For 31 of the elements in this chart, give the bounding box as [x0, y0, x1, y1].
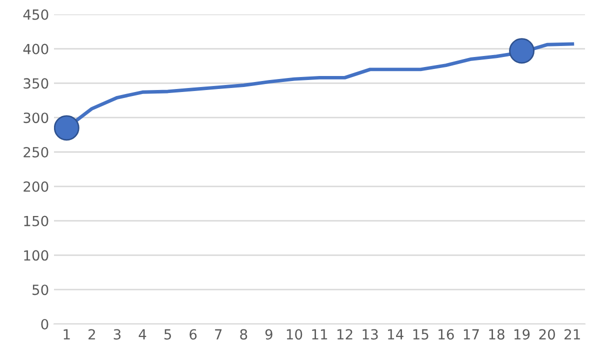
x-tick-label: 2 — [88, 329, 95, 340]
x-tick-label: 15 — [413, 329, 428, 340]
x-tick-label: 1 — [64, 329, 70, 340]
x-tick-label: 19 — [514, 329, 530, 340]
x-tick-label: 4 — [138, 329, 146, 340]
y-tick-label: 50 — [32, 284, 48, 296]
y-tick-label: 100 — [24, 250, 48, 261]
y-tick-label: 350 — [24, 78, 48, 89]
x-tick-label: 18 — [489, 329, 504, 340]
x-tick-label: 14 — [388, 329, 404, 340]
y-tick-label: 450 — [23, 9, 48, 20]
y-tick-label: 300 — [24, 112, 48, 124]
x-tick-label: 17 — [464, 329, 479, 340]
x-tick-label: 16 — [438, 329, 454, 340]
x-tick-label: 13 — [362, 329, 378, 340]
y-tick-label: 250 — [24, 146, 48, 158]
y-tick-label: 150 — [24, 216, 48, 226]
x-tick-label: 8 — [240, 329, 248, 340]
x-tick-label: 12 — [337, 329, 352, 340]
x-tick-label: 20 — [539, 329, 555, 340]
x-tick-label: 11 — [312, 329, 328, 340]
x-tick-label: 10 — [286, 329, 302, 340]
x-tick-label: 6 — [190, 329, 197, 340]
x-tick-label: 3 — [114, 329, 121, 340]
y-tick-label: 0 — [41, 318, 48, 330]
y-tick-label: 200 — [24, 181, 48, 192]
x-tick-label: 9 — [265, 329, 272, 340]
x-tick-label: 21 — [564, 329, 580, 340]
y-tick-label: 400 — [23, 44, 48, 54]
x-tick-label: 5 — [164, 329, 171, 340]
x-tick-label: 7 — [215, 329, 222, 340]
